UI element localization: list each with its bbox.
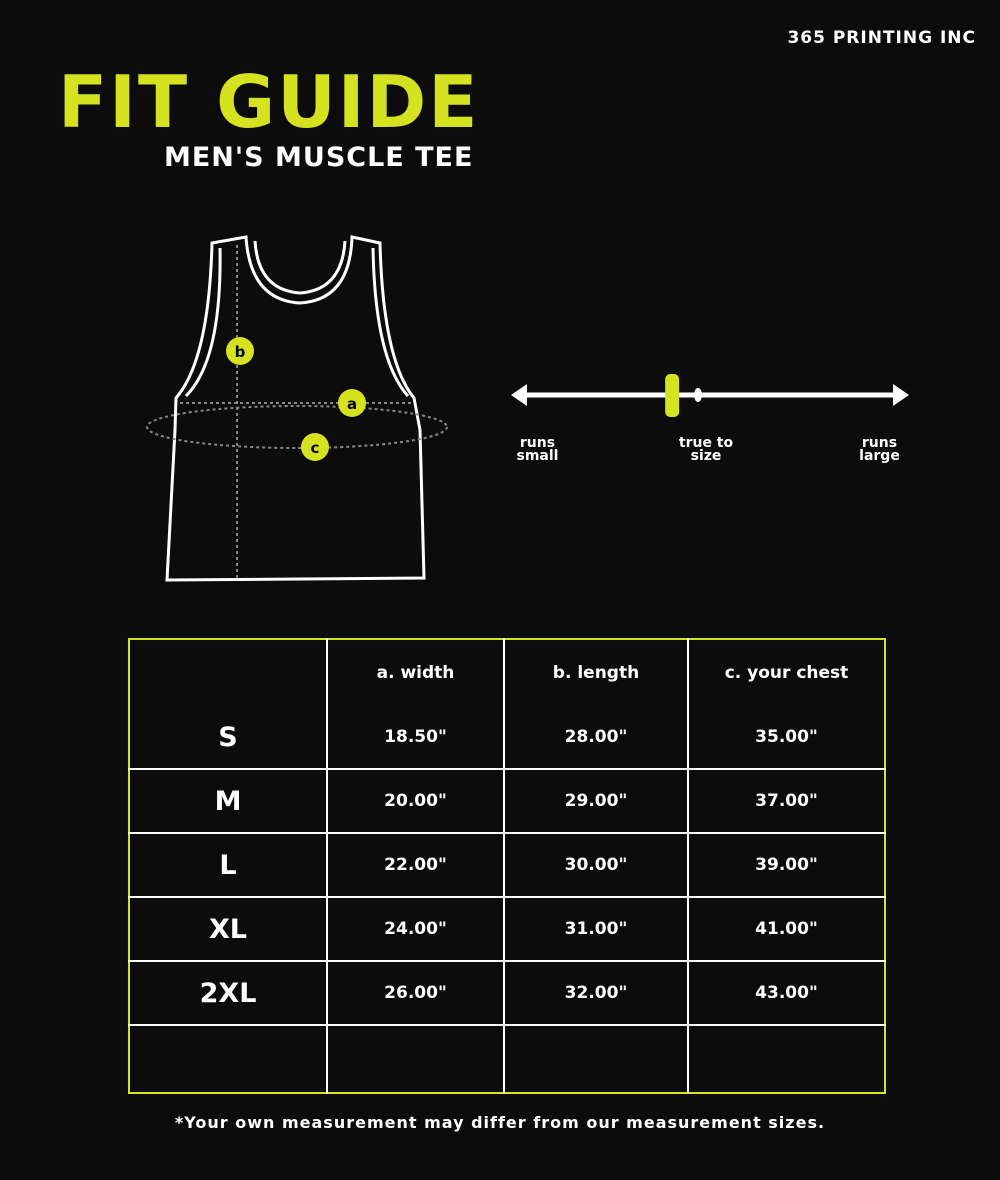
table-row: 2XL 26.00" 32.00" 43.00"	[129, 960, 885, 1026]
chest-cell: 41.00"	[687, 896, 885, 962]
length-cell: 31.00"	[503, 896, 689, 962]
size-cell: L	[129, 832, 328, 898]
width-cell: 26.00"	[326, 960, 505, 1026]
table-row: M 20.00" 29.00" 37.00"	[129, 768, 885, 834]
width-cell	[326, 1024, 505, 1093]
header-width: a. width	[326, 639, 505, 706]
tank-top-outline	[165, 235, 426, 582]
chest-cell: 39.00"	[687, 832, 885, 898]
width-cell: 22.00"	[326, 832, 505, 898]
svg-text:a: a	[347, 395, 357, 413]
label-a-icon: a	[338, 389, 366, 417]
disclaimer-note: *Your own measurement may differ from ou…	[174, 1113, 826, 1132]
fit-scale	[511, 374, 909, 417]
table-row	[129, 1024, 885, 1093]
width-cell: 20.00"	[326, 768, 505, 834]
svg-text:b: b	[235, 343, 246, 361]
header-size	[129, 639, 328, 706]
true-to-size-tick	[694, 388, 702, 402]
true-to-size-label: true to size	[678, 435, 734, 464]
chest-cell: 37.00"	[687, 768, 885, 834]
svg-text:c: c	[311, 439, 320, 457]
size-cell: 2XL	[129, 960, 328, 1026]
size-cell: M	[129, 768, 328, 834]
runs-large-label: runs large	[859, 435, 900, 464]
brand-name: 365 PRINTING INC	[787, 28, 976, 48]
width-cell: 24.00"	[326, 896, 505, 962]
length-cell: 28.00"	[503, 706, 689, 770]
table-row: S 18.50" 28.00" 35.00"	[129, 706, 885, 770]
length-cell	[503, 1024, 689, 1093]
size-cell: S	[129, 706, 328, 770]
size-cell: XL	[129, 896, 328, 962]
chest-cell: 43.00"	[687, 960, 885, 1026]
width-cell: 18.50"	[326, 706, 505, 770]
page-subtitle: MEN'S MUSCLE TEE	[164, 142, 474, 173]
chest-cell: 35.00"	[687, 706, 885, 770]
table-header-row: a. width b. length c. your chest	[129, 639, 885, 706]
length-cell: 32.00"	[503, 960, 689, 1026]
arrow-left-icon	[511, 384, 527, 406]
chest-cell	[687, 1024, 885, 1093]
page-title: FIT GUIDE	[58, 60, 480, 144]
label-c-icon: c	[301, 433, 329, 461]
table-row: L 22.00" 30.00" 39.00"	[129, 832, 885, 898]
tank-top-diagram: b a c	[146, 235, 909, 582]
arrow-right-icon	[893, 384, 909, 406]
fit-marker	[665, 374, 680, 417]
header-length: b. length	[503, 639, 689, 706]
length-cell: 30.00"	[503, 832, 689, 898]
table-row: XL 24.00" 31.00" 41.00"	[129, 896, 885, 962]
size-table: a. width b. length c. your chest S 18.50"…	[128, 638, 886, 1094]
length-cell: 29.00"	[503, 768, 689, 834]
measurement-lines	[146, 245, 448, 578]
label-b-icon: b	[226, 337, 254, 365]
header-chest: c. your chest	[687, 639, 885, 706]
runs-small-label: runs small	[516, 435, 559, 464]
size-cell	[129, 1024, 328, 1093]
